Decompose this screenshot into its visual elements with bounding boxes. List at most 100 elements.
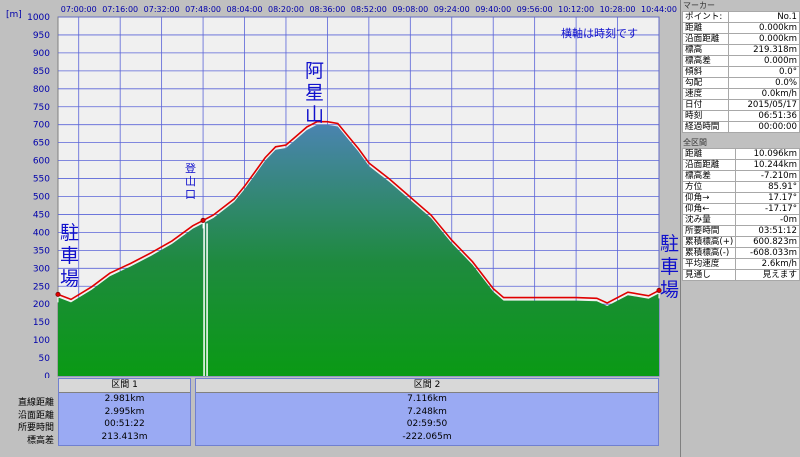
marker-value: 0.0km/h [728,88,800,100]
marker-key: 傾斜 [682,66,729,78]
y-tick-label: 150 [33,318,50,328]
parking-right-char-3: 場 [660,279,679,301]
section-1-elev-diff: 213.413m [101,431,148,442]
parking-right-char-1: 駐 [660,233,679,255]
elevation-area-fill [58,124,659,376]
marker-key: 沿面距離 [682,33,729,45]
label-parking-left: 駐 車 場 [60,222,79,290]
point-marker[interactable] [55,291,61,297]
marker-row: 沿面距離 0.000km [682,33,800,45]
x-tick-label: 09:40:00 [475,5,511,14]
total-row: 見通し 見えます [681,269,800,281]
section-1-surface: 2.995km [104,406,145,417]
marker-key: 標高 [682,44,729,56]
point-marker[interactable] [200,217,206,223]
section-2-time: 02:59:50 [406,419,448,429]
y-tick-label: 600 [33,157,50,167]
marker-key: ポイント: [682,11,729,23]
x-tick-label: 10:44:00 [641,5,677,14]
marker-value: 0.0° [728,66,800,78]
elevation-chart-panel[interactable]: 0 50 100 150 200 250 300 350 400 450 500 550 600 650 7… [0,0,680,378]
summit-char-2: 星 [305,82,324,104]
total-key: 沿面距離 [681,159,737,171]
x-tick-label: 07:00:00 [61,5,97,14]
total-key: 標高差 [681,170,737,182]
marker-row: 日付 2015/05/17 [682,99,800,111]
marker-group-title: マーカー [683,1,715,10]
label-parking-right: 駐 車 場 [660,233,679,301]
total-value: -608.033m [735,247,800,259]
y-tick-label: 400 [33,228,50,238]
x-tick-label: 10:12:00 [558,5,594,14]
row-label-elev-diff: 標高差 [26,435,54,446]
label-trailhead: 登 山 口 [185,161,196,201]
y-tick-label: 700 [33,121,50,131]
marker-value: 06:51:36 [728,110,800,122]
total-key: 仰角→ [681,192,737,204]
marker-row: ポイント: No.1 [682,11,800,23]
total-value: 2.6km/h [735,258,800,270]
trailhead-char-2: 山 [185,175,196,188]
x-tick-label: 07:32:00 [144,5,180,14]
total-key: 方位 [681,181,737,193]
x-tick-label: 07:16:00 [102,5,138,14]
x-tick-label: 09:08:00 [392,5,428,14]
elevation-chart[interactable]: 0 50 100 150 200 250 300 350 400 450 500 550 600 650 7… [0,0,680,378]
x-tick-label: 10:28:00 [600,5,636,14]
total-key: 沈み量 [681,214,737,226]
marker-row: 標高 219.318m [682,44,800,56]
marker-value: 0.000m [728,55,800,67]
total-row: 沈み量 -0m [681,214,800,226]
section-2[interactable]: 区間 2 7.116km 7.248km 02:59:50 -222.065m [195,378,659,446]
section-2-surface: 7.248km [407,406,447,417]
section-2-straight: 7.116km [407,394,447,404]
x-tick-label: 09:24:00 [434,5,470,14]
total-table: 距離 10.096km 沿面距離 10.244km 標高差 -7.210m 方位 85.91°… [681,148,800,281]
total-value: 85.91° [735,181,800,193]
y-tick-label: 200 [33,300,50,310]
y-tick-label: 950 [33,31,50,41]
parking-left-char-2: 車 [60,245,79,267]
info-panel: マーカー ポイント: No.1 距離 0.000km 沿面距離 0.000km 標高 219.… [680,0,800,457]
sections-panel: 直線距離 沿面距離 所要時間 標高差 区間 1 2.981km 2.995km … [0,378,680,457]
parking-left-char-3: 場 [60,268,79,290]
section-1[interactable]: 区間 1 2.981km 2.995km 00:51:22 213.413m [58,378,191,446]
marker-row: 距離 0.000km [682,22,800,34]
total-key: 所要時間 [681,225,737,237]
row-label-surface: 沿面距離 [17,410,54,421]
total-value: 見えます [735,269,800,281]
marker-key: 距離 [682,22,729,34]
section-1-time: 00:51:22 [104,419,145,429]
marker-table: ポイント: No.1 距離 0.000km 沿面距離 0.000km 標高 219.318m 標… [682,11,800,133]
marker-value: 2015/05/17 [728,99,800,111]
y-unit-label: [m] [6,10,22,20]
elevation-area [55,120,662,376]
summit-char-1: 阿 [305,60,324,82]
y-tick-label: 550 [33,175,50,185]
marker-value: No.1 [728,11,800,23]
y-tick-label: 650 [33,139,50,149]
y-tick-label: 300 [33,264,50,274]
total-row: 平均速度 2.6km/h [681,258,800,270]
y-tick-label: 900 [33,49,50,59]
total-value: -0m [735,214,800,226]
total-value: 17.17° [735,192,800,204]
marker-value: 219.318m [728,44,800,56]
total-row: 距離 10.096km [681,148,800,160]
total-row: 標高差 -7.210m [681,170,800,182]
point-marker[interactable] [656,287,662,293]
total-key: 累積標高(-) [681,247,737,259]
total-row: 仰角← -17.17° [681,203,800,215]
label-summit: 阿 星 山 [305,60,324,126]
y-tick-label: 100 [33,336,50,346]
total-value: -7.210m [735,170,800,182]
marker-row: 時刻 06:51:36 [682,110,800,122]
total-value: -17.17° [735,203,800,215]
marker-key: 時刻 [682,110,729,122]
marker-row: 勾配 0.0% [682,77,800,89]
parking-right-char-2: 車 [660,256,679,278]
section-2-elev-diff: -222.065m [402,431,452,442]
marker-key: 勾配 [682,77,729,89]
x-tick-label: 08:04:00 [227,5,263,14]
total-value: 10.244km [735,159,800,171]
